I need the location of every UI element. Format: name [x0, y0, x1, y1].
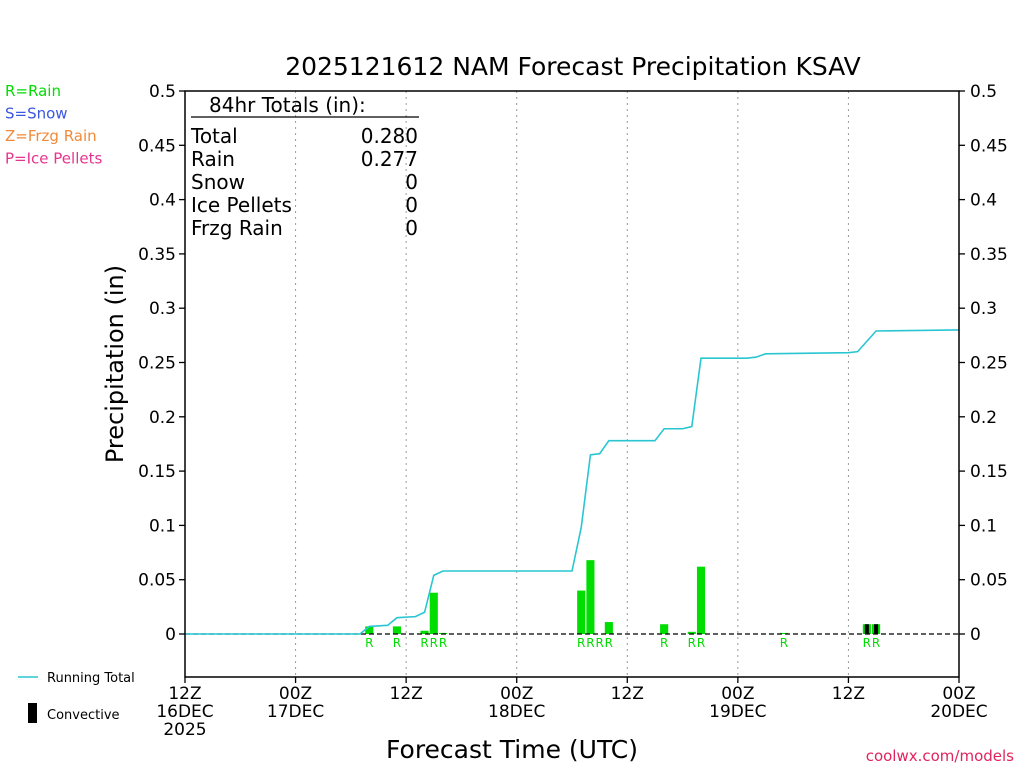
bottom-legend: Running Total Convective — [18, 671, 135, 723]
y-tick-label-right: 0.15 — [970, 462, 1008, 482]
x-tick-label: 2025 — [163, 720, 206, 740]
y-tick-label-right: 0.1 — [970, 516, 997, 536]
y-tick-label-left: 0.4 — [149, 191, 176, 211]
y-axis-right: 0 0.05 0.1 0.15 0.2 0.25 0.3 0.35 0.4 0.45 0.5 — [959, 82, 1008, 645]
legend-entry: S=Snow — [5, 105, 68, 123]
y-tick-label-right: 0.35 — [970, 245, 1008, 265]
x-tick-label: 12Z — [390, 684, 423, 704]
y-tick-label-left: 0.45 — [138, 136, 176, 156]
bar-type-label: R — [863, 636, 871, 650]
chart-title: 2025121612 NAM Forecast Precipitation KS… — [285, 52, 861, 81]
x-tick-label: 16DEC — [156, 702, 213, 722]
x-tick-label: 17DEC — [267, 702, 324, 722]
bar-type-label: R — [605, 636, 613, 650]
legend-entry: R=Rain — [5, 82, 61, 100]
bar-type-label: R — [780, 636, 788, 650]
bar-type-label: R — [595, 636, 603, 650]
totals-row-label: Ice Pellets — [191, 193, 292, 217]
x-tick-label: 00Z — [279, 684, 312, 704]
precip-bar — [779, 632, 788, 634]
totals-row-label: Snow — [191, 170, 245, 194]
bar-type-label: R — [393, 636, 401, 650]
precip-bar — [660, 624, 669, 634]
convective-bar — [874, 624, 879, 634]
bar-type-label: R — [439, 636, 447, 650]
totals-box: 84hr Totals (in): Total 0.280 Rain 0.277 Snow… — [190, 93, 419, 240]
precip-bar — [420, 630, 429, 634]
y-tick-label-right: 0.45 — [970, 136, 1008, 156]
totals-row-value: 0.277 — [361, 147, 418, 171]
x-tick-label: 00Z — [721, 684, 754, 704]
legend-entry: Z=Frzg Rain — [5, 127, 97, 145]
precip-type-legend: R=Rain S=Snow Z=Frzg Rain P=Ice Pellets — [5, 82, 102, 168]
x-tick-label: 12Z — [832, 684, 865, 704]
bar-type-label: R — [420, 636, 428, 650]
plot-frame — [184, 90, 960, 678]
x-axis-label: Forecast Time (UTC) — [386, 735, 638, 764]
totals-row-value: 0 — [405, 170, 418, 194]
y-tick-label-right: 0.05 — [970, 571, 1008, 591]
y-tick-label-right: 0.2 — [970, 408, 997, 428]
y-tick-label-left: 0.25 — [138, 354, 176, 374]
x-tick-label: 12Z — [168, 684, 201, 704]
y-tick-label-left: 0.15 — [138, 462, 176, 482]
legend-entry: P=Ice Pellets — [5, 150, 102, 168]
x-tick-label: 12Z — [611, 684, 644, 704]
totals-row-label: Rain — [191, 147, 235, 171]
x-tick-label: 18DEC — [488, 702, 545, 722]
running-total-layer — [185, 329, 960, 635]
bar-type-label: R — [577, 636, 585, 650]
convective-legend-label: Convective — [47, 708, 120, 723]
precip-bar — [696, 566, 706, 634]
convective-swatch — [28, 703, 37, 723]
precip-bar — [392, 626, 401, 634]
totals-heading: 84hr Totals (in): — [209, 93, 366, 117]
y-tick-label-right: 0.25 — [970, 354, 1008, 374]
precip-bar — [586, 560, 595, 634]
totals-row-label: Frzg Rain — [191, 216, 283, 240]
y-tick-label-right: 0.3 — [970, 299, 997, 319]
precip-bar — [577, 590, 586, 634]
precip-bar — [365, 626, 374, 634]
bars-layer — [365, 560, 881, 634]
x-tick-label: 00Z — [942, 684, 975, 704]
precip-bar — [604, 622, 613, 634]
x-tick-label: 19DEC — [709, 702, 766, 722]
x-tick-label: 20DEC — [930, 702, 987, 722]
y-tick-label-left: 0.2 — [149, 408, 176, 428]
totals-row-label: Total — [190, 124, 238, 148]
bar-type-label: R — [697, 636, 705, 650]
y-tick-label-left: 0.5 — [149, 82, 176, 102]
x-tick-label: 00Z — [500, 684, 533, 704]
convective-bar — [864, 624, 869, 634]
y-tick-label-left: 0.35 — [138, 245, 176, 265]
y-tick-label-left: 0 — [165, 625, 176, 645]
bar-type-label: R — [872, 636, 880, 650]
y-axis-label: Precipitation (in) — [101, 265, 129, 463]
y-tick-label-right: 0.5 — [970, 82, 997, 102]
bar-type-label: R — [688, 636, 696, 650]
y-tick-label-left: 0.05 — [138, 571, 176, 591]
y-tick-label-right: 0.4 — [970, 191, 997, 211]
y-axis-left: 0 0.05 0.1 0.15 0.2 0.25 0.3 0.35 0.4 0.45 0.5 — [138, 82, 185, 645]
bar-type-label: R — [586, 636, 594, 650]
running-total-line — [185, 329, 960, 635]
credit-text: coolwx.com/models — [866, 747, 1014, 765]
totals-row-value: 0 — [405, 216, 418, 240]
bar-type-label: R — [365, 636, 373, 650]
running-total-legend-label: Running Total — [47, 671, 135, 686]
bar-type-label: R — [660, 636, 668, 650]
gridlines — [295, 91, 849, 677]
precip-bar — [429, 592, 438, 634]
totals-row-value: 0.280 — [361, 124, 418, 148]
y-tick-label-left: 0.1 — [149, 516, 176, 536]
y-tick-label-left: 0.3 — [149, 299, 176, 319]
y-tick-label-right: 0 — [970, 625, 981, 645]
precip-bar — [687, 631, 696, 634]
totals-row-value: 0 — [405, 193, 418, 217]
bar-type-label: R — [430, 636, 438, 650]
